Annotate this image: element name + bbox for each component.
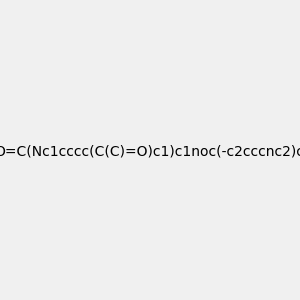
Text: O=C(Nc1cccc(C(C)=O)c1)c1noc(-c2cccnc2)c1: O=C(Nc1cccc(C(C)=O)c1)c1noc(-c2cccnc2)c1 (0, 145, 300, 158)
